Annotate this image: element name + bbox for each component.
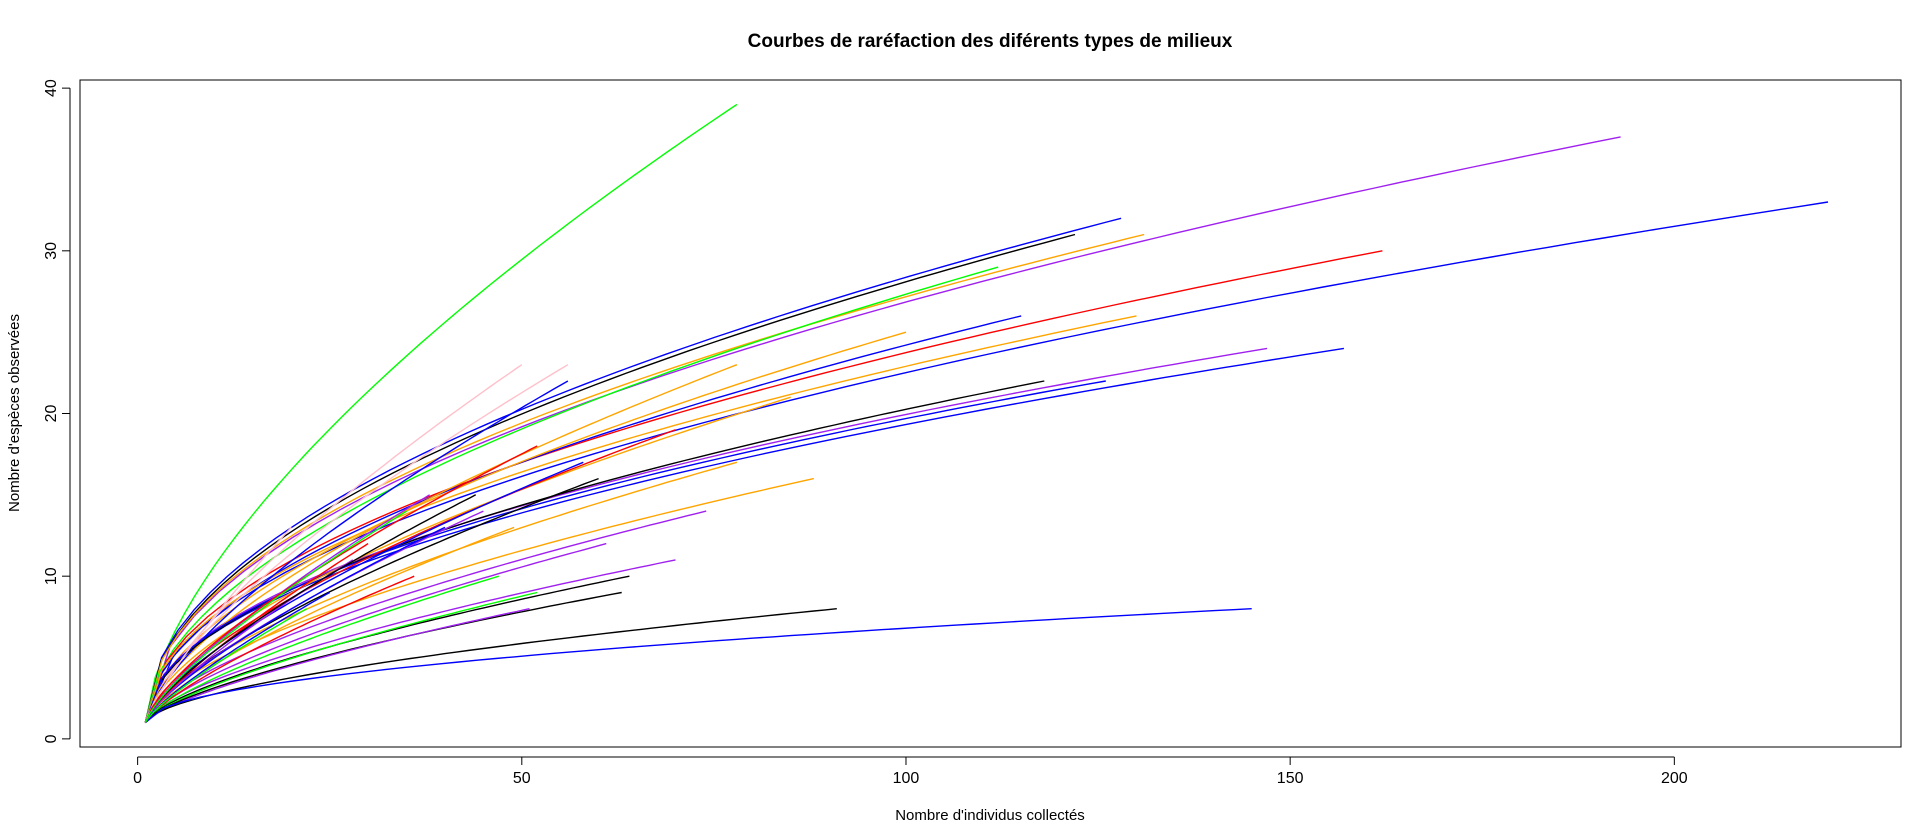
rarefaction-curve-5	[144, 233, 1076, 723]
rarefaction-curve-10	[144, 315, 1137, 723]
y-tick-label: 0	[43, 734, 60, 743]
rarefaction-curve-28	[144, 526, 446, 723]
y-axis: 0 10 20 30 40	[43, 79, 71, 743]
rarefaction-curve-43	[144, 608, 308, 723]
rarefaction-curve-17	[144, 380, 569, 723]
x-tick-label: 200	[1661, 770, 1688, 787]
rarefaction-curve-2	[144, 136, 1621, 723]
rarefaction-curve-4	[144, 217, 1122, 723]
rarefaction-curve-34	[144, 575, 630, 724]
y-tick-label: 20	[43, 405, 60, 423]
rarefaction-curve-47	[144, 494, 477, 723]
rarefaction-curve-31	[144, 559, 676, 724]
rarefaction-curve-6	[144, 233, 1145, 723]
rarefaction-curve-1	[144, 103, 738, 723]
y-axis-label: Nombre d'espèces observées	[6, 314, 23, 512]
rarefaction-curve-7	[144, 266, 999, 723]
rarefaction-curve-8	[144, 250, 1383, 723]
rarefaction-curve-12	[144, 347, 1268, 723]
rarefaction-curve-15	[144, 364, 569, 723]
rarefaction-curve-9	[144, 315, 1022, 723]
rarefaction-curve-48	[144, 510, 407, 723]
rarefaction-curve-40	[144, 543, 369, 723]
y-tick-label: 40	[43, 79, 60, 97]
rarefaction-curve-22	[144, 461, 738, 723]
rarefaction-curve-16	[144, 364, 738, 723]
y-tick-label: 30	[43, 242, 60, 260]
rarefaction-curve-39	[144, 608, 1252, 724]
rarefaction-curve-33	[144, 575, 500, 724]
rarefaction-curve-38	[144, 608, 837, 724]
rarefaction-curve-36	[144, 591, 622, 724]
rarefaction-curve-21	[144, 429, 676, 723]
rarefaction-curve-3	[144, 201, 1829, 723]
rarefaction-curve-19	[144, 380, 1106, 723]
x-axis: 0 50 100 150 200	[133, 756, 1688, 787]
x-tick-label: 0	[133, 770, 142, 787]
rarefaction-curve-11	[144, 331, 907, 723]
chart-title: Courbes de raréfaction des diférents typ…	[748, 31, 1233, 52]
rarefaction-curve-37	[144, 608, 530, 724]
series-layer	[144, 103, 1829, 724]
rarefaction-curve-44	[144, 526, 292, 723]
y-tick-label: 10	[43, 567, 60, 585]
rarefaction-curve-42	[144, 591, 331, 723]
rarefaction-curve-32	[144, 575, 415, 724]
rarefaction-curve-46	[144, 445, 538, 723]
x-axis-label: Nombre d'individus collectés	[895, 807, 1085, 824]
x-tick-label: 150	[1277, 770, 1304, 787]
rarefaction-curve-35	[144, 591, 538, 724]
rarefaction-curve-45	[144, 494, 430, 723]
x-tick-label: 100	[893, 770, 920, 787]
rarefaction-curve-30	[144, 542, 607, 724]
x-tick-label: 50	[513, 770, 531, 787]
plot-frame	[79, 79, 1902, 748]
rarefaction-curve-29	[144, 526, 515, 723]
